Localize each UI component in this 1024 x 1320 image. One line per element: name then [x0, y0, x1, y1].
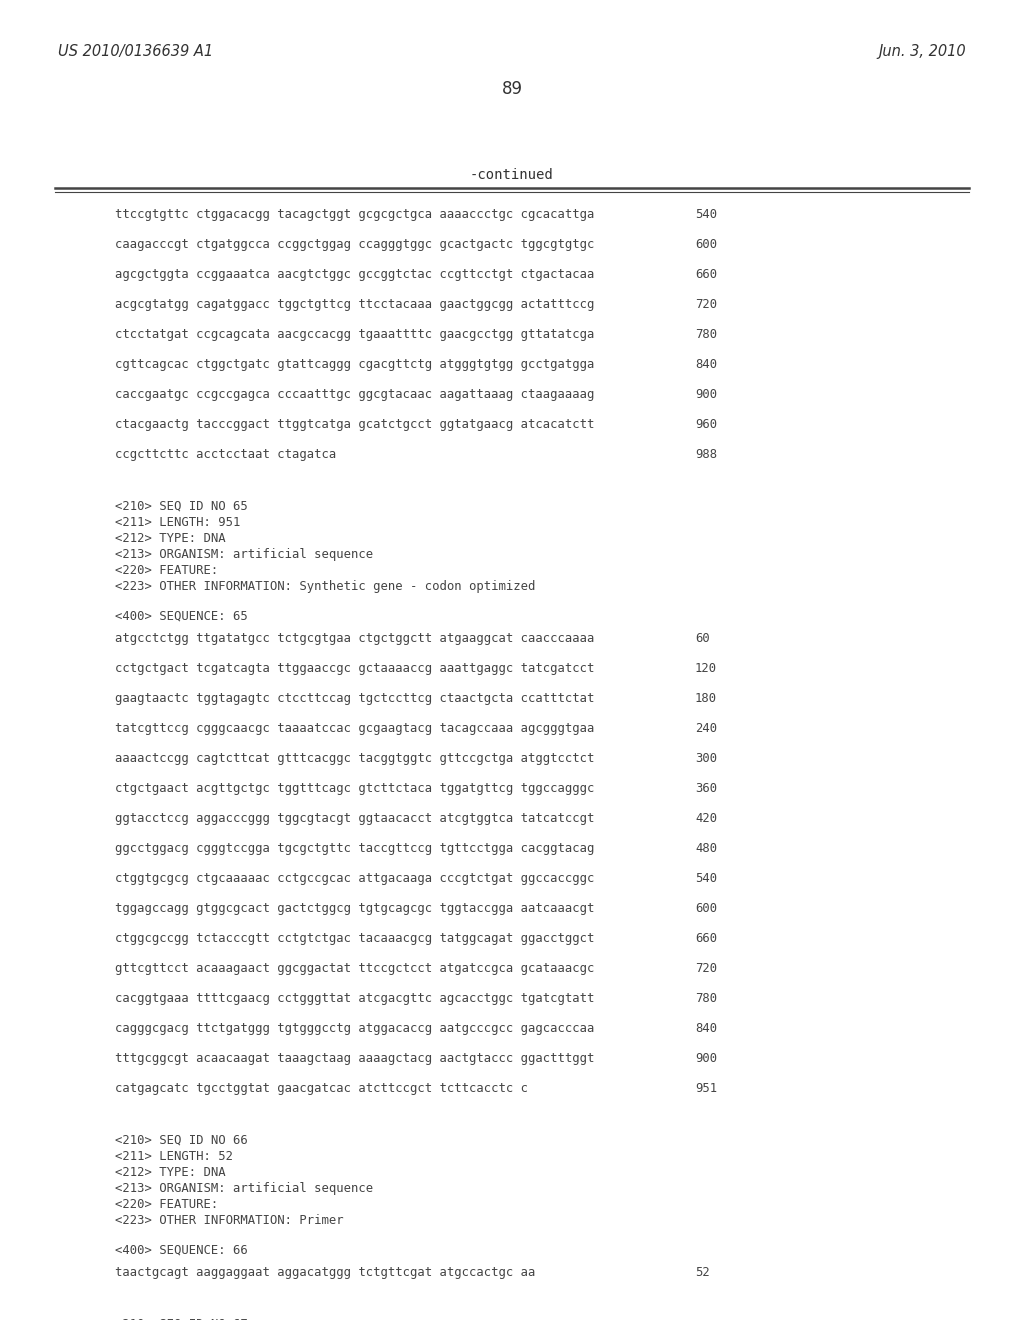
Text: 360: 360 [695, 781, 717, 795]
Text: <223> OTHER INFORMATION: Primer: <223> OTHER INFORMATION: Primer [115, 1214, 344, 1228]
Text: 720: 720 [695, 298, 717, 312]
Text: <223> OTHER INFORMATION: Synthetic gene - codon optimized: <223> OTHER INFORMATION: Synthetic gene … [115, 579, 536, 593]
Text: tatcgttccg cgggcaacgc taaaatccac gcgaagtacg tacagccaaa agcgggtgaa: tatcgttccg cgggcaacgc taaaatccac gcgaagt… [115, 722, 594, 735]
Text: ggcctggacg cgggtccgga tgcgctgttc taccgttccg tgttcctgga cacggtacag: ggcctggacg cgggtccgga tgcgctgttc taccgtt… [115, 842, 594, 855]
Text: ggtacctccg aggacccggg tggcgtacgt ggtaacacct atcgtggtca tatcatccgt: ggtacctccg aggacccggg tggcgtacgt ggtaaca… [115, 812, 594, 825]
Text: <211> LENGTH: 52: <211> LENGTH: 52 [115, 1150, 233, 1163]
Text: ctggtgcgcg ctgcaaaaac cctgccgcac attgacaaga cccgtctgat ggccaccggc: ctggtgcgcg ctgcaaaaac cctgccgcac attgaca… [115, 873, 594, 884]
Text: 89: 89 [502, 81, 522, 98]
Text: 988: 988 [695, 447, 717, 461]
Text: acgcgtatgg cagatggacc tggctgttcg ttcctacaaa gaactggcgg actatttccg: acgcgtatgg cagatggacc tggctgttcg ttcctac… [115, 298, 594, 312]
Text: <210> SEQ ID NO 66: <210> SEQ ID NO 66 [115, 1134, 248, 1147]
Text: <213> ORGANISM: artificial sequence: <213> ORGANISM: artificial sequence [115, 1181, 373, 1195]
Text: 660: 660 [695, 268, 717, 281]
Text: 951: 951 [695, 1082, 717, 1096]
Text: 840: 840 [695, 358, 717, 371]
Text: <220> FEATURE:: <220> FEATURE: [115, 1199, 218, 1210]
Text: cacggtgaaa ttttcgaacg cctgggttat atcgacgttc agcacctggc tgatcgtatt: cacggtgaaa ttttcgaacg cctgggttat atcgacg… [115, 993, 594, 1005]
Text: 480: 480 [695, 842, 717, 855]
Text: <210> SEQ ID NO 67: <210> SEQ ID NO 67 [115, 1317, 248, 1320]
Text: 180: 180 [695, 692, 717, 705]
Text: <210> SEQ ID NO 65: <210> SEQ ID NO 65 [115, 500, 248, 513]
Text: 120: 120 [695, 663, 717, 675]
Text: US 2010/0136639 A1: US 2010/0136639 A1 [58, 44, 213, 59]
Text: 600: 600 [695, 902, 717, 915]
Text: ccgcttcttc acctcctaat ctagatca: ccgcttcttc acctcctaat ctagatca [115, 447, 336, 461]
Text: <211> LENGTH: 951: <211> LENGTH: 951 [115, 516, 241, 529]
Text: <212> TYPE: DNA: <212> TYPE: DNA [115, 532, 225, 545]
Text: cctgctgact tcgatcagta ttggaaccgc gctaaaaccg aaattgaggc tatcgatcct: cctgctgact tcgatcagta ttggaaccgc gctaaaa… [115, 663, 594, 675]
Text: caagacccgt ctgatggcca ccggctggag ccagggtggc gcactgactc tggcgtgtgc: caagacccgt ctgatggcca ccggctggag ccagggt… [115, 238, 594, 251]
Text: <400> SEQUENCE: 65: <400> SEQUENCE: 65 [115, 610, 248, 623]
Text: agcgctggta ccggaaatca aacgtctggc gccggtctac ccgttcctgt ctgactacaa: agcgctggta ccggaaatca aacgtctggc gccggtc… [115, 268, 594, 281]
Text: taactgcagt aaggaggaat aggacatggg tctgttcgat atgccactgc aa: taactgcagt aaggaggaat aggacatggg tctgttc… [115, 1266, 536, 1279]
Text: 52: 52 [695, 1266, 710, 1279]
Text: 780: 780 [695, 327, 717, 341]
Text: ctggcgccgg tctacccgtt cctgtctgac tacaaacgcg tatggcagat ggacctggct: ctggcgccgg tctacccgtt cctgtctgac tacaaac… [115, 932, 594, 945]
Text: Jun. 3, 2010: Jun. 3, 2010 [879, 44, 966, 59]
Text: catgagcatc tgcctggtat gaacgatcac atcttccgct tcttcacctc c: catgagcatc tgcctggtat gaacgatcac atcttcc… [115, 1082, 528, 1096]
Text: 420: 420 [695, 812, 717, 825]
Text: gttcgttcct acaaagaact ggcggactat ttccgctcct atgatccgca gcataaacgc: gttcgttcct acaaagaact ggcggactat ttccgct… [115, 962, 594, 975]
Text: gaagtaactc tggtagagtc ctccttccag tgctccttcg ctaactgcta ccatttctat: gaagtaactc tggtagagtc ctccttccag tgctcct… [115, 692, 594, 705]
Text: atgcctctgg ttgatatgcc tctgcgtgaa ctgctggctt atgaaggcat caacccaaaa: atgcctctgg ttgatatgcc tctgcgtgaa ctgctgg… [115, 632, 594, 645]
Text: <213> ORGANISM: artificial sequence: <213> ORGANISM: artificial sequence [115, 548, 373, 561]
Text: caccgaatgc ccgccgagca cccaatttgc ggcgtacaac aagattaaag ctaagaaaag: caccgaatgc ccgccgagca cccaatttgc ggcgtac… [115, 388, 594, 401]
Text: 540: 540 [695, 209, 717, 220]
Text: cgttcagcac ctggctgatc gtattcaggg cgacgttctg atgggtgtgg gcctgatgga: cgttcagcac ctggctgatc gtattcaggg cgacgtt… [115, 358, 594, 371]
Text: 60: 60 [695, 632, 710, 645]
Text: ctgctgaact acgttgctgc tggtttcagc gtcttctaca tggatgttcg tggccagggc: ctgctgaact acgttgctgc tggtttcagc gtcttct… [115, 781, 594, 795]
Text: ctcctatgat ccgcagcata aacgccacgg tgaaattttc gaacgcctgg gttatatcga: ctcctatgat ccgcagcata aacgccacgg tgaaatt… [115, 327, 594, 341]
Text: 660: 660 [695, 932, 717, 945]
Text: 720: 720 [695, 962, 717, 975]
Text: -continued: -continued [470, 168, 554, 182]
Text: 900: 900 [695, 1052, 717, 1065]
Text: tttgcggcgt acaacaagat taaagctaag aaaagctacg aactgtaccc ggactttggt: tttgcggcgt acaacaagat taaagctaag aaaagct… [115, 1052, 594, 1065]
Text: 960: 960 [695, 418, 717, 432]
Text: 900: 900 [695, 388, 717, 401]
Text: 300: 300 [695, 752, 717, 766]
Text: 540: 540 [695, 873, 717, 884]
Text: <212> TYPE: DNA: <212> TYPE: DNA [115, 1166, 225, 1179]
Text: 780: 780 [695, 993, 717, 1005]
Text: ttccgtgttc ctggacacgg tacagctggt gcgcgctgca aaaaccctgc cgcacattga: ttccgtgttc ctggacacgg tacagctggt gcgcgct… [115, 209, 594, 220]
Text: 240: 240 [695, 722, 717, 735]
Text: 600: 600 [695, 238, 717, 251]
Text: cagggcgacg ttctgatggg tgtgggcctg atggacaccg aatgcccgcc gagcacccaa: cagggcgacg ttctgatggg tgtgggcctg atggaca… [115, 1022, 594, 1035]
Text: 840: 840 [695, 1022, 717, 1035]
Text: <400> SEQUENCE: 66: <400> SEQUENCE: 66 [115, 1243, 248, 1257]
Text: ctacgaactg tacccggact ttggtcatga gcatctgcct ggtatgaacg atcacatctt: ctacgaactg tacccggact ttggtcatga gcatctg… [115, 418, 594, 432]
Text: <220> FEATURE:: <220> FEATURE: [115, 564, 218, 577]
Text: tggagccagg gtggcgcact gactctggcg tgtgcagcgc tggtaccgga aatcaaacgt: tggagccagg gtggcgcact gactctggcg tgtgcag… [115, 902, 594, 915]
Text: aaaactccgg cagtcttcat gtttcacggc tacggtggtc gttccgctga atggtcctct: aaaactccgg cagtcttcat gtttcacggc tacggtg… [115, 752, 594, 766]
